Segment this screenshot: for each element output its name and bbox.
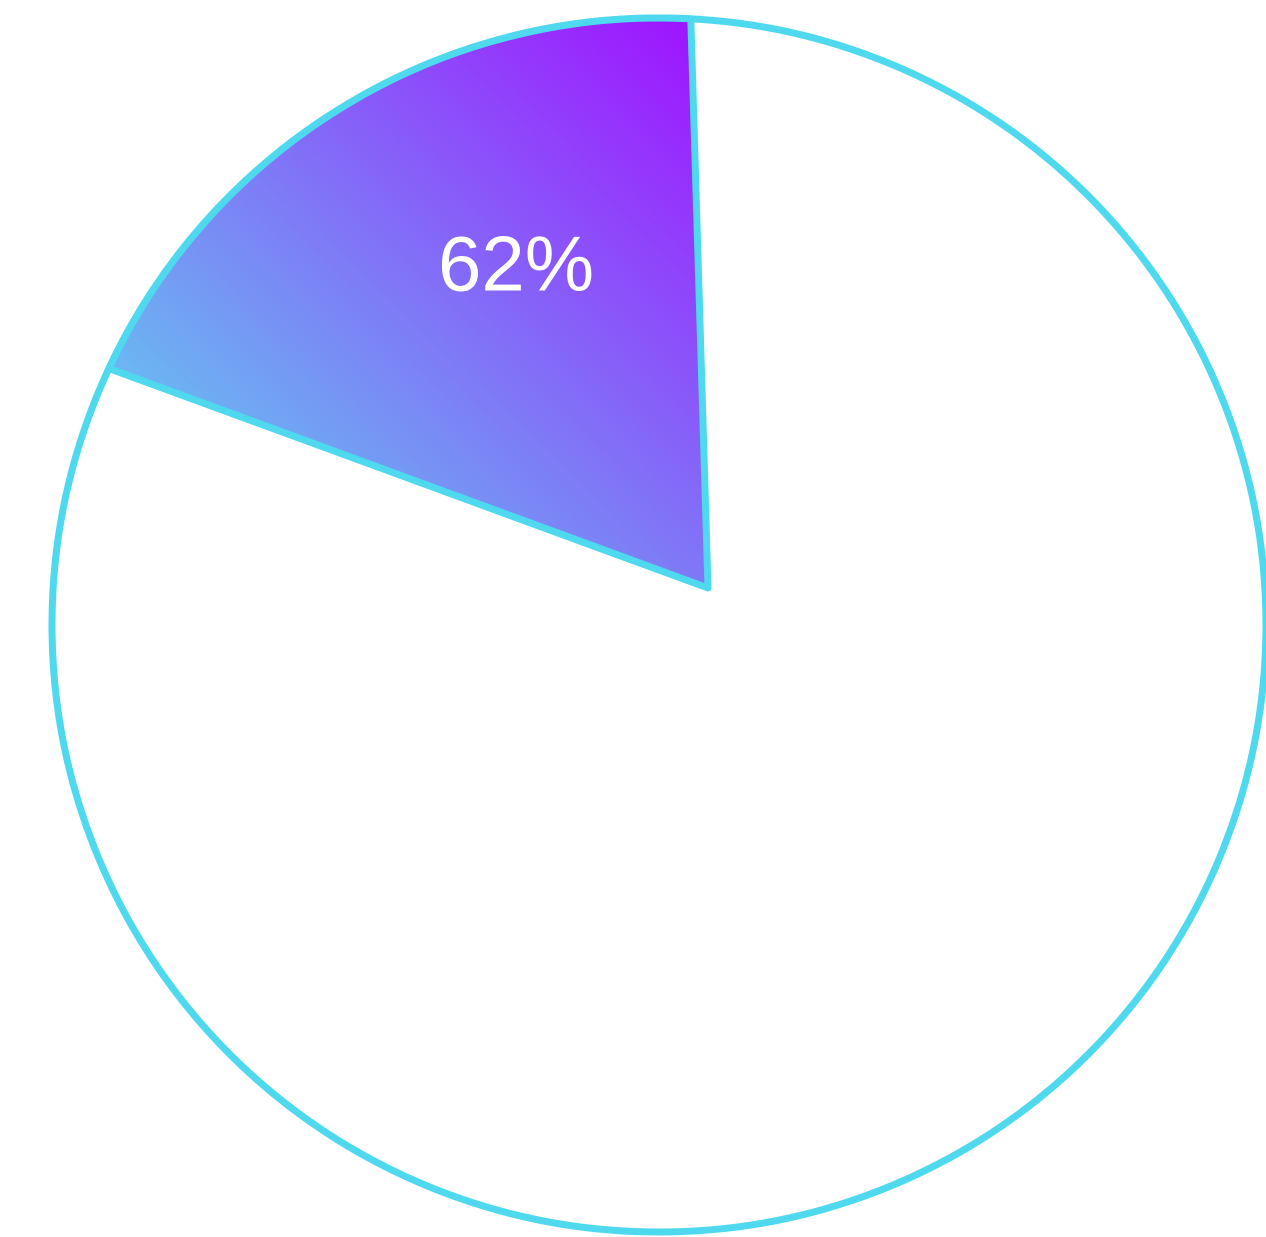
pie-slice-label: 62% bbox=[438, 220, 594, 308]
pie-slice-highlighted bbox=[105, 14, 712, 592]
